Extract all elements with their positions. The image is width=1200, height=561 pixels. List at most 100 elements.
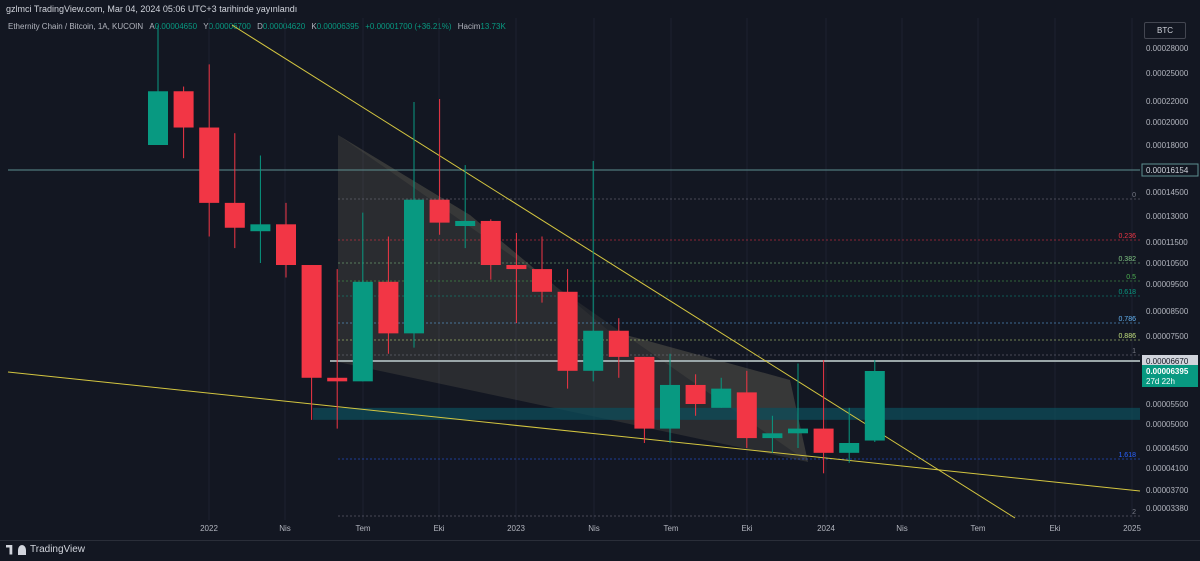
candle-body <box>788 428 808 434</box>
support-trendline <box>7 371 1141 492</box>
candle-body <box>199 127 220 203</box>
high-value: 0.00006700 <box>208 22 251 31</box>
candle-body <box>276 224 296 266</box>
candle-body <box>352 281 373 382</box>
price-tick-label: 0.00008500 <box>1146 307 1189 316</box>
candle-body <box>378 281 399 334</box>
price-tick-label: 0.00028000 <box>1146 44 1189 53</box>
fib-label: 0.786 <box>1118 316 1136 323</box>
volume-value: 13.73K <box>480 22 506 31</box>
time-tick-label: 2023 <box>507 524 525 533</box>
currency-button[interactable]: BTC <box>1144 22 1186 39</box>
support-zone <box>313 407 1140 420</box>
candle-body <box>634 356 655 429</box>
last-price-box <box>1142 365 1198 387</box>
candle-body <box>532 269 552 292</box>
fib-label: 0.5 <box>1126 274 1136 281</box>
fib-label: 0.886 <box>1118 333 1136 340</box>
published-text: gzlmci TradingView.com, Mar 04, 2024 05:… <box>6 4 298 14</box>
time-tick-label: 2025 <box>1123 524 1141 533</box>
price-tick-label: 0.00003380 <box>1146 504 1189 513</box>
top-bar: gzlmci TradingView.com, Mar 04, 2024 05:… <box>0 0 1200 18</box>
candle-body <box>557 291 578 371</box>
time-axis: 2022 Nis Tem Eki 2023 Nis Tem Eki 2024 Nis Tem Eki 2… <box>200 524 1141 533</box>
time-tick-label: Eki <box>741 524 752 533</box>
price-tick-label: 0.00014500 <box>1146 188 1189 197</box>
open-value: 0.00004650 <box>154 22 198 31</box>
time-tick-label: 2024 <box>817 524 835 533</box>
price-tick-label: 0.00011500 <box>1146 238 1188 247</box>
last-price-text: 0.00006395 <box>1146 367 1189 376</box>
fib-label: 1.618 <box>1118 452 1136 459</box>
candle-body <box>736 392 757 439</box>
fib-label: 0.382 <box>1118 256 1136 263</box>
price-tick-label: 0.00005000 <box>1146 420 1189 429</box>
fib-label: 0.618 <box>1118 289 1136 296</box>
fib-levels: 0 0.236 0.382 0.5 0.618 0.786 0.886 1 1.618 2 <box>338 192 1140 517</box>
price-axis: 0.00028000 0.00025000 0.00022000 0.00020000… <box>1141 18 1200 540</box>
symbol-name: Ethernity Chain / Bitcoin, 1A, KUCOIN <box>8 22 144 31</box>
price-tick-label: 0.00003700 <box>1146 486 1189 495</box>
candle-body <box>148 91 168 145</box>
candle-body <box>429 199 450 223</box>
fib-label: 0.236 <box>1118 233 1136 240</box>
price-tick-label: 0.00007500 <box>1146 332 1189 341</box>
close-label: K <box>311 22 317 31</box>
candle-body <box>583 330 604 371</box>
price-label-box <box>1142 355 1198 367</box>
price-tick-label: 0.00018000 <box>1146 141 1189 150</box>
price-tick-label: 0.00004100 <box>1146 464 1189 473</box>
candle-body <box>839 442 860 453</box>
countdown-text: 27d 22h <box>1146 377 1175 386</box>
price-label-box <box>1141 163 1199 177</box>
price-tick-label: 0.00009500 <box>1146 280 1189 289</box>
falling-wedge-area <box>338 135 808 462</box>
candle-body <box>711 388 732 408</box>
price-tick-label: 0.00010500 <box>1146 259 1189 268</box>
fib-label: 0 <box>1132 192 1136 199</box>
price-label-text: 0.00016154 <box>1146 166 1189 175</box>
candle-body <box>762 433 783 439</box>
candle-body <box>327 377 348 382</box>
candle-body <box>301 265 322 378</box>
time-tick-label: Tem <box>970 524 985 533</box>
candle-body <box>864 371 885 441</box>
brand-name: TradingView <box>30 544 86 555</box>
low-label: D <box>257 22 263 31</box>
candle-body <box>608 330 629 357</box>
candle-body <box>685 384 706 404</box>
candle-body <box>660 384 680 429</box>
low-value: 0.00004620 <box>262 22 306 31</box>
candle-body <box>173 91 194 128</box>
price-tick-label: 0.00005500 <box>1146 400 1189 409</box>
time-tick-label: Tem <box>355 524 370 533</box>
candles <box>148 25 885 474</box>
time-tick-label: 2022 <box>200 524 218 533</box>
change-value: +0.00001700 (+36.21%) <box>365 22 452 31</box>
time-tick-label: Eki <box>1049 524 1060 533</box>
candle-body <box>250 224 271 232</box>
time-tick-label: Nis <box>896 524 908 533</box>
candle-body <box>224 202 245 228</box>
time-tick-label: Nis <box>279 524 291 533</box>
time-tick-label: Nis <box>588 524 600 533</box>
price-chart[interactable]: 0 0.236 0.382 0.5 0.618 0.786 0.886 1 1.618 2 0.00… <box>0 0 1200 540</box>
price-tick-label: 0.00022000 <box>1146 97 1189 106</box>
time-tick-label: Tem <box>663 524 678 533</box>
high-label: Y <box>203 22 209 31</box>
candle-body <box>506 265 527 270</box>
candle-body <box>480 220 501 266</box>
fib-label: 1 <box>1132 348 1136 355</box>
open-label: A <box>149 22 155 31</box>
price-axis-bg <box>1142 18 1200 540</box>
close-value: 0.00006395 <box>316 22 359 31</box>
volume-label: Hacim <box>457 22 481 31</box>
price-label-text: 0.00006670 <box>1146 357 1189 366</box>
tradingview-logo: TradingView <box>6 544 85 555</box>
price-tick-label: 0.00013000 <box>1146 212 1189 221</box>
candle-body <box>455 220 476 227</box>
symbol-legend: Ethernity Chain / Bitcoin, 1A, KUCOIN A0… <box>8 20 506 34</box>
time-tick-label: Eki <box>433 524 444 533</box>
price-tick-label: 0.00025000 <box>1146 69 1189 78</box>
price-tick-label: 0.00004500 <box>1146 444 1189 453</box>
